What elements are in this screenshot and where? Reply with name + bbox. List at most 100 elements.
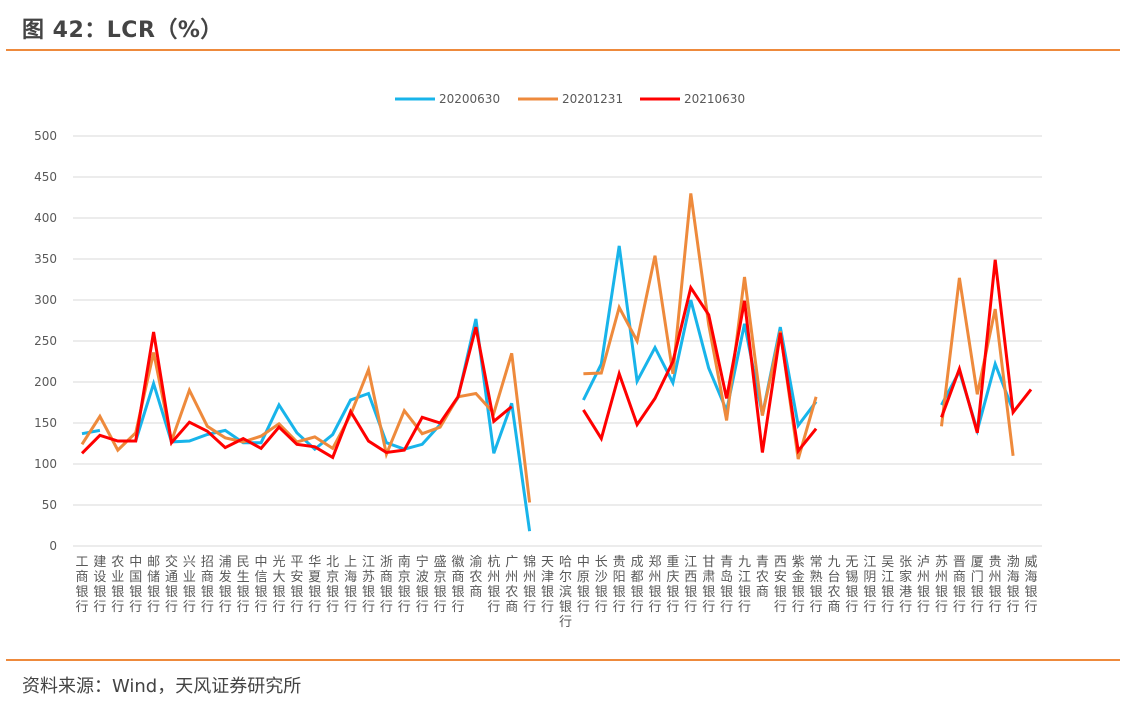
y-tick-label: 150 bbox=[34, 416, 57, 430]
svg-text:无: 无 bbox=[845, 555, 858, 570]
svg-text:银: 银 bbox=[792, 585, 805, 600]
svg-text:设: 设 bbox=[93, 570, 106, 585]
svg-text:商: 商 bbox=[75, 570, 88, 585]
source-note: 资料来源：Wind，天风证券研究所 bbox=[22, 676, 302, 697]
svg-text:银: 银 bbox=[308, 585, 321, 600]
svg-text:业: 业 bbox=[111, 570, 124, 585]
svg-text:哈: 哈 bbox=[559, 555, 572, 570]
svg-text:滨: 滨 bbox=[559, 584, 572, 600]
svg-text:行: 行 bbox=[845, 600, 858, 615]
svg-text:商: 商 bbox=[828, 600, 841, 615]
y-tick-label: 0 bbox=[49, 539, 57, 553]
svg-text:行: 行 bbox=[219, 600, 232, 615]
svg-text:州: 州 bbox=[989, 570, 1002, 585]
svg-text:银: 银 bbox=[165, 585, 178, 600]
svg-text:农: 农 bbox=[469, 570, 482, 585]
svg-text:重: 重 bbox=[666, 554, 679, 570]
svg-text:原: 原 bbox=[577, 570, 590, 585]
svg-text:行: 行 bbox=[290, 600, 303, 615]
svg-text:银: 银 bbox=[935, 585, 948, 600]
svg-text:岛: 岛 bbox=[720, 569, 733, 585]
svg-text:成: 成 bbox=[631, 555, 644, 570]
svg-text:银: 银 bbox=[290, 585, 303, 600]
svg-text:行: 行 bbox=[111, 600, 124, 615]
svg-text:青: 青 bbox=[720, 555, 733, 570]
svg-text:台: 台 bbox=[828, 570, 841, 585]
svg-text:紫: 紫 bbox=[792, 555, 805, 570]
svg-text:江: 江 bbox=[362, 555, 375, 570]
svg-text:郑: 郑 bbox=[648, 555, 661, 570]
svg-text:商: 商 bbox=[452, 570, 465, 585]
svg-text:江: 江 bbox=[863, 555, 876, 570]
svg-text:海: 海 bbox=[344, 570, 357, 585]
svg-text:银: 银 bbox=[648, 585, 661, 600]
svg-text:银: 银 bbox=[272, 585, 285, 600]
legend-item-20210630: 20210630 bbox=[640, 92, 745, 106]
svg-text:安: 安 bbox=[774, 570, 787, 585]
svg-text:银: 银 bbox=[595, 585, 608, 600]
svg-text:招: 招 bbox=[201, 555, 214, 570]
svg-text:20210630: 20210630 bbox=[684, 92, 745, 106]
svg-text:苏: 苏 bbox=[362, 569, 375, 585]
svg-text:张: 张 bbox=[899, 555, 912, 570]
svg-text:银: 银 bbox=[237, 585, 250, 600]
svg-text:行: 行 bbox=[398, 600, 411, 615]
svg-text:晋: 晋 bbox=[953, 555, 966, 570]
svg-text:江: 江 bbox=[881, 570, 894, 585]
svg-text:庆: 庆 bbox=[666, 570, 679, 585]
svg-text:盛: 盛 bbox=[434, 555, 447, 570]
svg-text:渤: 渤 bbox=[1007, 554, 1020, 570]
svg-text:行: 行 bbox=[362, 600, 375, 615]
svg-text:银: 银 bbox=[326, 585, 339, 600]
svg-text:行: 行 bbox=[237, 600, 250, 615]
svg-text:都: 都 bbox=[631, 570, 644, 585]
svg-text:银: 银 bbox=[362, 585, 375, 600]
svg-text:银: 银 bbox=[774, 585, 787, 600]
svg-text:行: 行 bbox=[272, 600, 285, 615]
svg-text:华: 华 bbox=[308, 555, 321, 570]
svg-text:银: 银 bbox=[129, 585, 142, 600]
series-line-20210630 bbox=[80, 259, 1033, 460]
svg-text:银: 银 bbox=[147, 585, 160, 600]
svg-text:银: 银 bbox=[1007, 585, 1020, 600]
svg-text:工: 工 bbox=[75, 555, 88, 570]
svg-text:银: 银 bbox=[684, 585, 697, 600]
svg-text:银: 银 bbox=[111, 585, 124, 600]
svg-text:州: 州 bbox=[648, 570, 661, 585]
svg-text:交: 交 bbox=[165, 554, 178, 570]
svg-text:苏: 苏 bbox=[935, 554, 948, 570]
y-tick-label: 450 bbox=[34, 170, 57, 184]
svg-text:锡: 锡 bbox=[845, 570, 858, 585]
svg-text:银: 银 bbox=[93, 585, 106, 600]
svg-text:行: 行 bbox=[147, 600, 160, 615]
svg-text:银: 银 bbox=[845, 585, 858, 600]
svg-text:行: 行 bbox=[165, 600, 178, 615]
svg-text:国: 国 bbox=[129, 570, 142, 585]
svg-text:行: 行 bbox=[577, 600, 590, 615]
svg-text:行: 行 bbox=[255, 600, 268, 615]
svg-text:商: 商 bbox=[201, 570, 214, 585]
svg-text:京: 京 bbox=[434, 570, 447, 585]
svg-text:信: 信 bbox=[255, 570, 268, 585]
svg-text:商: 商 bbox=[469, 585, 482, 600]
svg-text:泸: 泸 bbox=[917, 555, 930, 570]
svg-text:吴: 吴 bbox=[881, 555, 894, 570]
figure-title: 图 42：LCR（%） bbox=[22, 18, 223, 43]
svg-text:行: 行 bbox=[989, 600, 1002, 615]
svg-text:厦: 厦 bbox=[971, 555, 984, 570]
